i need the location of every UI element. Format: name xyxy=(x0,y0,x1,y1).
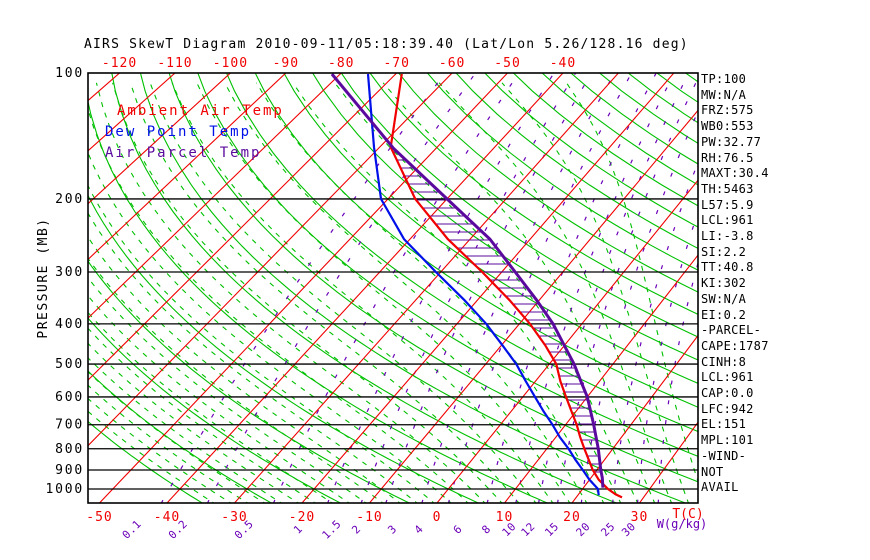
svg-text:900: 900 xyxy=(55,463,84,478)
svg-text:-10: -10 xyxy=(356,510,382,525)
chart-title: AIRS SkewT Diagram 2010-09-11/05:18:39.4… xyxy=(84,37,689,52)
svg-text:300: 300 xyxy=(55,265,84,280)
svg-text:700: 700 xyxy=(55,418,84,433)
stats-line: MPL:101 xyxy=(701,433,754,448)
svg-text:6: 6 xyxy=(451,522,465,536)
svg-text:4: 4 xyxy=(412,522,426,536)
svg-text:12: 12 xyxy=(519,520,538,539)
svg-text:-60: -60 xyxy=(439,56,465,71)
svg-text:-90: -90 xyxy=(273,56,299,71)
svg-text:-120: -120 xyxy=(102,56,137,71)
stats-line: EL:151 xyxy=(701,417,747,432)
legend-dew: Dew Point Temp xyxy=(105,124,252,140)
svg-text:3: 3 xyxy=(385,522,399,536)
stats-line: NOT xyxy=(701,464,724,479)
stats-line: L57:5.9 xyxy=(701,197,754,212)
stats-line: LI:-3.8 xyxy=(701,229,754,244)
svg-text:PRESSURE (MB): PRESSURE (MB) xyxy=(36,217,51,338)
svg-text:0: 0 xyxy=(433,510,442,525)
stats-line: TH:5463 xyxy=(701,181,754,196)
svg-text:-50: -50 xyxy=(86,510,112,525)
svg-text:200: 200 xyxy=(55,192,84,207)
svg-text:1.5: 1.5 xyxy=(320,517,344,541)
stats-line: SW:N/A xyxy=(701,291,747,306)
svg-text:-70: -70 xyxy=(383,56,409,71)
stats-line: RH:76.5 xyxy=(701,150,754,165)
svg-text:15: 15 xyxy=(542,520,561,539)
stats-line: TP:100 xyxy=(701,72,747,86)
legend: Ambient Air Temp Dew Point Temp Air Parc… xyxy=(105,101,284,164)
stats-line: EI:0.2 xyxy=(701,307,747,322)
stats-line: KI:302 xyxy=(701,276,747,291)
svg-text:800: 800 xyxy=(55,442,84,457)
stats-line: CAP:0.0 xyxy=(701,386,754,401)
stats-line: WB0:553 xyxy=(701,119,754,134)
stats-line: AVAIL xyxy=(701,480,739,495)
stats-line: PW:32.77 xyxy=(701,134,762,149)
stats-line: FRZ:575 xyxy=(701,103,754,118)
svg-text:20: 20 xyxy=(563,510,581,525)
svg-text:25: 25 xyxy=(598,520,617,539)
svg-text:400: 400 xyxy=(55,317,84,332)
svg-text:1000: 1000 xyxy=(45,482,84,497)
svg-text:500: 500 xyxy=(55,357,84,372)
svg-text:-40: -40 xyxy=(154,510,180,525)
stats-line: SI:2.2 xyxy=(701,244,747,259)
stats-line: -PARCEL- xyxy=(701,323,762,338)
stats-line: LFC:942 xyxy=(701,401,754,416)
svg-text:T(C): T(C) xyxy=(672,507,703,522)
stats-line: CINH:8 xyxy=(701,354,747,369)
svg-text:-80: -80 xyxy=(328,56,354,71)
svg-text:0.1: 0.1 xyxy=(120,517,144,541)
stats-line: -WIND- xyxy=(701,448,747,463)
stats-line: MW:N/A xyxy=(701,87,747,102)
svg-text:-20: -20 xyxy=(289,510,315,525)
svg-text:600: 600 xyxy=(55,390,84,405)
svg-text:30: 30 xyxy=(631,510,649,525)
legend-parcel: Air Parcel Temp xyxy=(105,145,262,161)
legend-ambient: Ambient Air Temp xyxy=(117,103,284,119)
svg-text:10: 10 xyxy=(496,510,514,525)
svg-text:-50: -50 xyxy=(494,56,520,71)
stats-line: TT:40.8 xyxy=(701,260,754,275)
stats-line: CAPE:1787 xyxy=(701,338,769,353)
stats-panel: TP:100 MW:N/A FRZ:575 WB0:553 PW:32.77 RH:76.… xyxy=(701,72,866,496)
stats-line: LCL:961 xyxy=(701,213,754,228)
svg-text:-100: -100 xyxy=(213,56,248,71)
stats-line: LCL:961 xyxy=(701,370,754,385)
svg-text:W(g/kg): W(g/kg) xyxy=(657,517,708,531)
svg-text:-30: -30 xyxy=(221,510,247,525)
svg-text:-110: -110 xyxy=(157,56,192,71)
svg-text:8: 8 xyxy=(479,522,493,536)
svg-text:100: 100 xyxy=(55,66,84,81)
svg-text:-40: -40 xyxy=(550,56,576,71)
stats-line: MAXT:30.4 xyxy=(701,166,769,181)
